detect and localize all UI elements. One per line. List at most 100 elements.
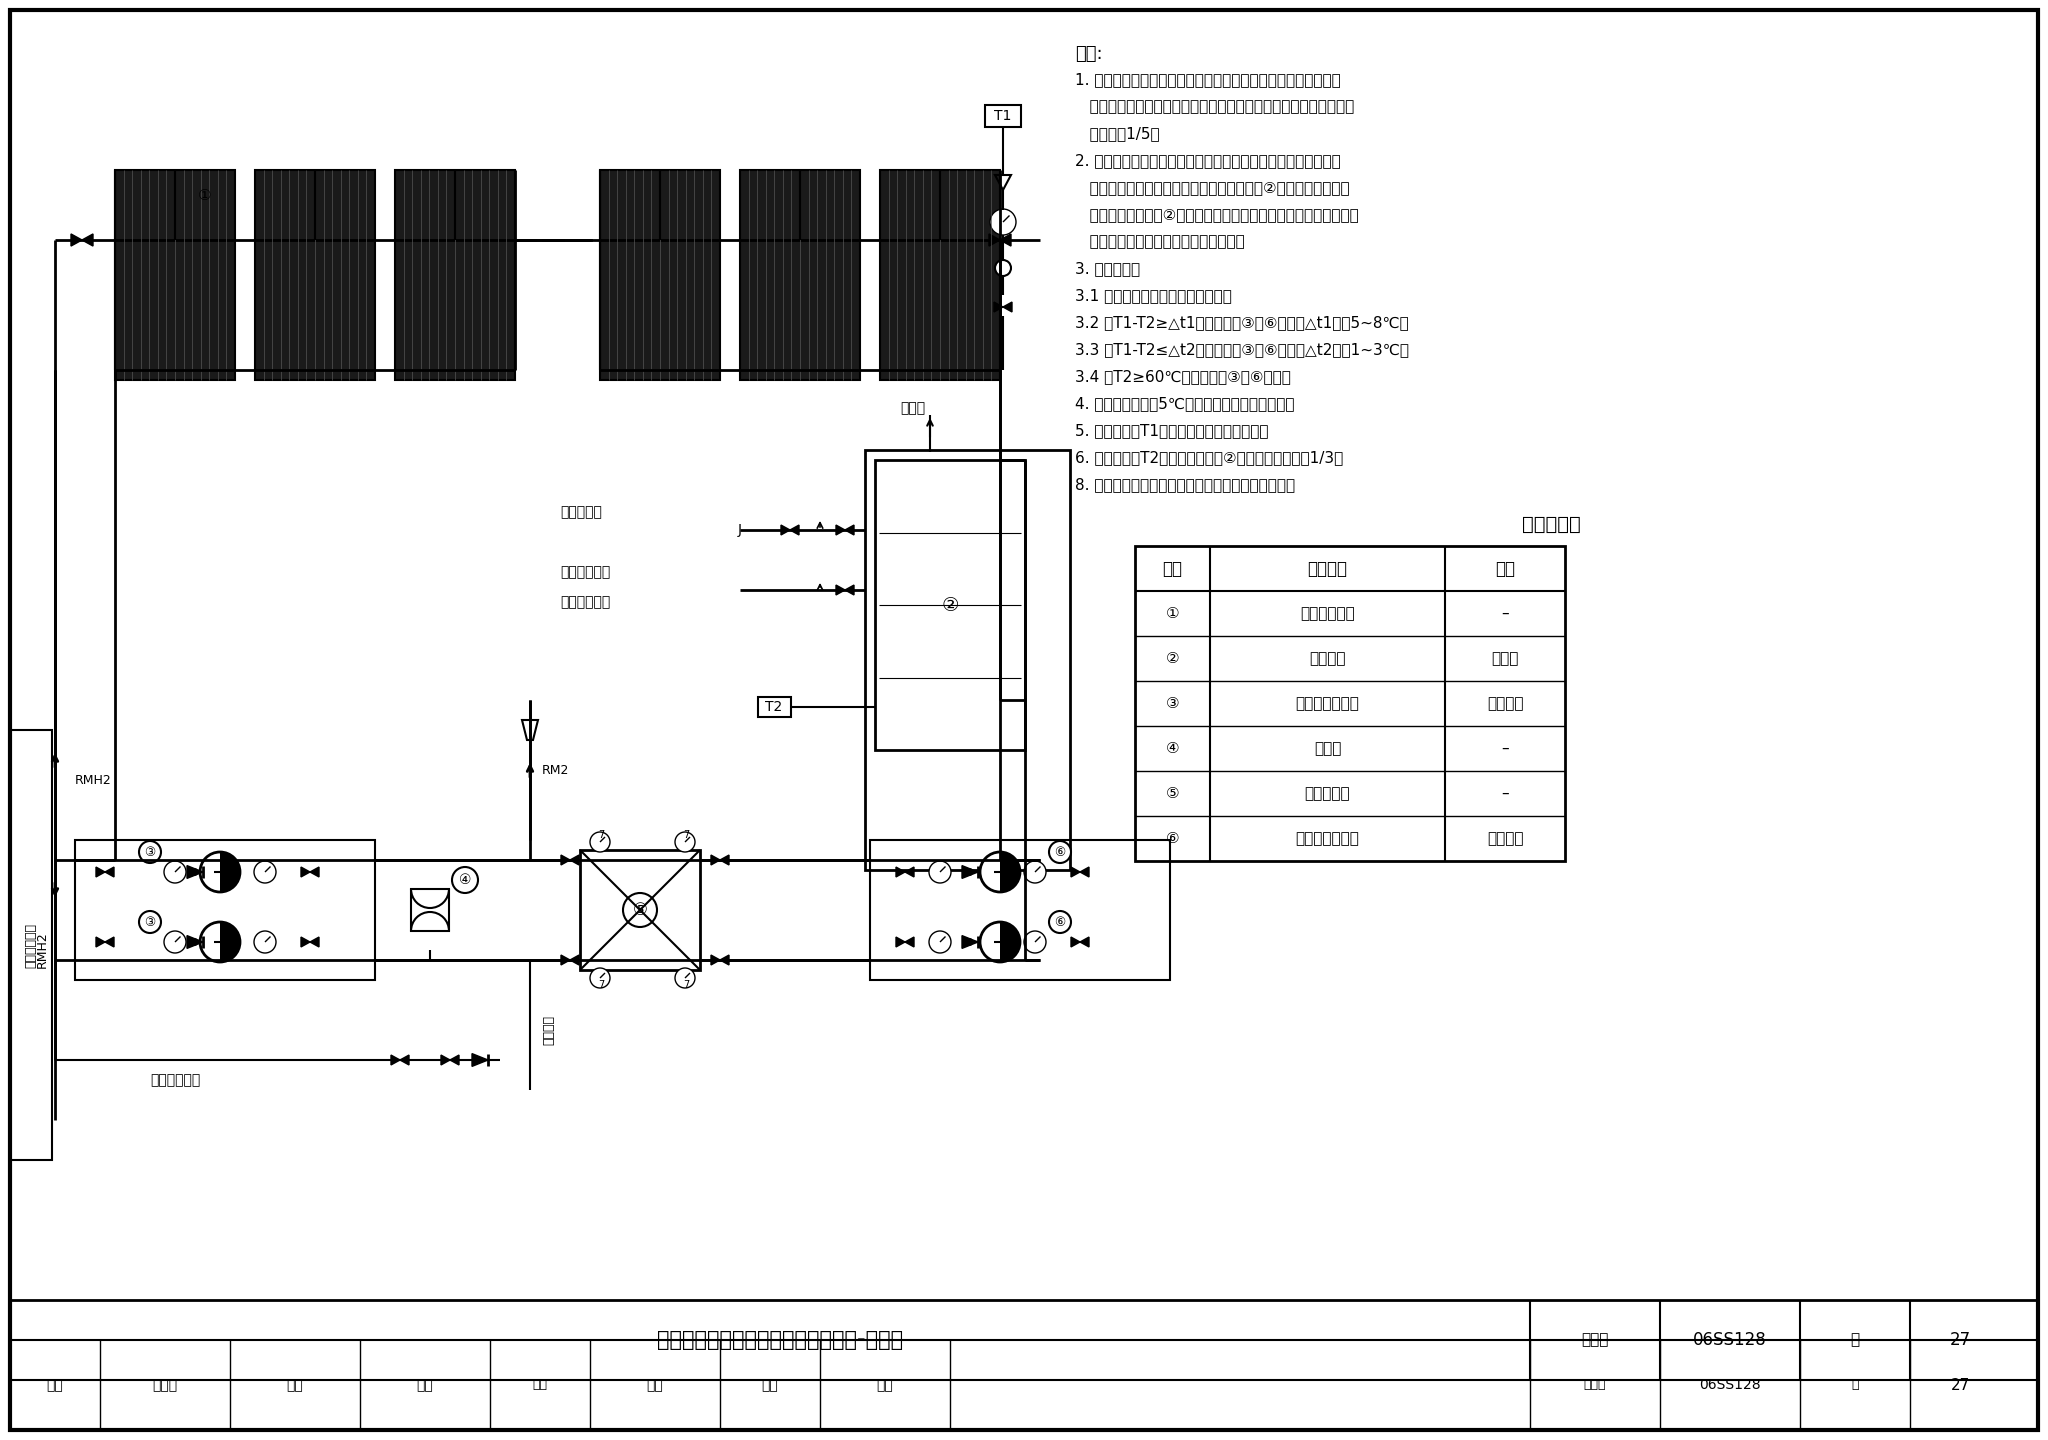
Polygon shape [905, 937, 913, 948]
Circle shape [201, 922, 240, 962]
Text: 工厂制造设备: 工厂制造设备 [25, 923, 37, 968]
Text: 3.1 本系统采用温差循环控制原理；: 3.1 本系统采用温差循环控制原理； [1075, 288, 1233, 302]
Circle shape [676, 832, 694, 852]
Bar [115, 170, 236, 380]
Text: 页: 页 [1851, 1332, 1860, 1348]
Polygon shape [1071, 867, 1079, 877]
Circle shape [590, 968, 610, 988]
Circle shape [1049, 912, 1071, 933]
Text: 强制循环间接加热系统原理图（板换-水箱）: 强制循环间接加热系统原理图（板换-水箱） [657, 1331, 903, 1351]
Polygon shape [309, 937, 319, 948]
Polygon shape [1079, 867, 1090, 877]
Text: ④: ④ [1165, 742, 1180, 756]
Text: J: J [737, 523, 741, 537]
Text: 一用一备: 一用一备 [1487, 831, 1524, 847]
Bar [76, 840, 375, 981]
Text: 3. 控制原理：: 3. 控制原理： [1075, 261, 1141, 276]
Polygon shape [186, 936, 203, 949]
Circle shape [995, 261, 1012, 276]
Text: 7: 7 [682, 829, 688, 840]
Text: 27: 27 [1950, 1331, 1970, 1349]
Text: ⑥: ⑥ [1055, 916, 1065, 929]
Polygon shape [999, 233, 1012, 246]
Circle shape [201, 852, 240, 891]
Text: 5. 温度传感器T1设在集热系统出口最高点。: 5. 温度传感器T1设在集热系统出口最高点。 [1075, 423, 1268, 438]
Polygon shape [301, 867, 309, 877]
Polygon shape [391, 1056, 399, 1066]
Text: 或热水加压泵: 或热水加压泵 [559, 595, 610, 609]
Text: 接水加热设备: 接水加热设备 [559, 564, 610, 579]
Text: ⑥: ⑥ [1055, 845, 1065, 858]
Polygon shape [440, 1056, 451, 1066]
Polygon shape [1004, 302, 1012, 312]
Bar [739, 170, 860, 380]
Text: 通大气: 通大气 [899, 400, 926, 415]
Polygon shape [104, 937, 115, 948]
Text: 一用一备: 一用一备 [1487, 696, 1524, 711]
Polygon shape [82, 233, 92, 246]
Circle shape [989, 209, 1016, 235]
Polygon shape [561, 955, 569, 965]
Polygon shape [836, 585, 846, 595]
Bar [412, 888, 449, 932]
Polygon shape [561, 855, 569, 865]
Circle shape [981, 852, 1020, 891]
Bar [600, 170, 721, 380]
Circle shape [453, 867, 477, 893]
Text: ⑤: ⑤ [633, 901, 647, 919]
Circle shape [164, 932, 186, 953]
Text: ③: ③ [143, 845, 156, 858]
Bar [874, 459, 1024, 750]
Text: 太阳能集热器: 太阳能集热器 [1300, 606, 1356, 621]
Text: 郑瑞澄: 郑瑞澄 [152, 1378, 178, 1392]
Circle shape [1024, 932, 1047, 953]
Circle shape [930, 932, 950, 953]
Text: ⑥: ⑥ [1165, 831, 1180, 847]
Text: ④: ④ [459, 873, 471, 887]
Text: 3.4 当T2≥60℃时，循环泵③、⑥关闭。: 3.4 当T2≥60℃时，循环泵③、⑥关闭。 [1075, 369, 1290, 384]
Text: 7: 7 [682, 981, 688, 991]
Text: ⑤: ⑤ [1165, 786, 1180, 801]
Text: 27: 27 [1950, 1378, 1970, 1392]
Polygon shape [905, 867, 913, 877]
Circle shape [139, 841, 162, 863]
Text: ①: ① [1165, 606, 1180, 621]
Polygon shape [186, 865, 203, 878]
Circle shape [676, 968, 694, 988]
Text: –: – [1501, 786, 1509, 801]
Polygon shape [963, 865, 979, 878]
Text: 图集号: 图集号 [1583, 1378, 1606, 1391]
Text: 膨胀罐: 膨胀罐 [1315, 742, 1341, 756]
Polygon shape [399, 1056, 410, 1066]
Text: 应在贮热水箱出水管上设热水加压泵。: 应在贮热水箱出水管上设热水加压泵。 [1075, 235, 1245, 249]
Circle shape [623, 893, 657, 927]
Text: 06SS128: 06SS128 [1694, 1331, 1767, 1349]
Text: ①: ① [199, 187, 211, 203]
Text: 06SS128: 06SS128 [1700, 1378, 1761, 1392]
Polygon shape [219, 922, 240, 962]
Text: 审核: 审核 [47, 1378, 63, 1392]
Text: RM2: RM2 [543, 763, 569, 776]
Bar [864, 451, 1069, 870]
Circle shape [139, 912, 162, 933]
Text: T1: T1 [995, 109, 1012, 122]
Text: 3.2 当T1-T2≥△t1时，循环泵③、⑥启动，△t1宜取5~8℃；: 3.2 当T1-T2≥△t1时，循环泵③、⑥启动，△t1宜取5~8℃； [1075, 315, 1409, 330]
Polygon shape [963, 936, 979, 949]
Text: –: – [1501, 742, 1509, 756]
Text: 校对: 校对 [287, 1378, 303, 1392]
Text: 于管径的1/5。: 于管径的1/5。 [1075, 127, 1159, 141]
Polygon shape [1079, 937, 1090, 948]
Bar [395, 170, 514, 380]
Text: 说明:: 说明: [1075, 45, 1102, 63]
Text: 集热系统循环泵: 集热系统循环泵 [1296, 696, 1360, 711]
Polygon shape [711, 955, 721, 965]
Text: ②: ② [942, 596, 958, 615]
Bar [10, 730, 51, 1161]
Polygon shape [451, 1056, 459, 1066]
Polygon shape [471, 1054, 487, 1067]
Text: ③: ③ [1165, 696, 1180, 711]
Text: 太阳能集热器。集热器设在屋顶，贮热水箱②可设在屋顶或地下: 太阳能集热器。集热器设在屋顶，贮热水箱②可设在屋顶或地下 [1075, 180, 1350, 194]
Circle shape [981, 922, 1020, 962]
Text: 板式换热器: 板式换热器 [1305, 786, 1350, 801]
Text: 主要设备表: 主要设备表 [1522, 514, 1581, 533]
